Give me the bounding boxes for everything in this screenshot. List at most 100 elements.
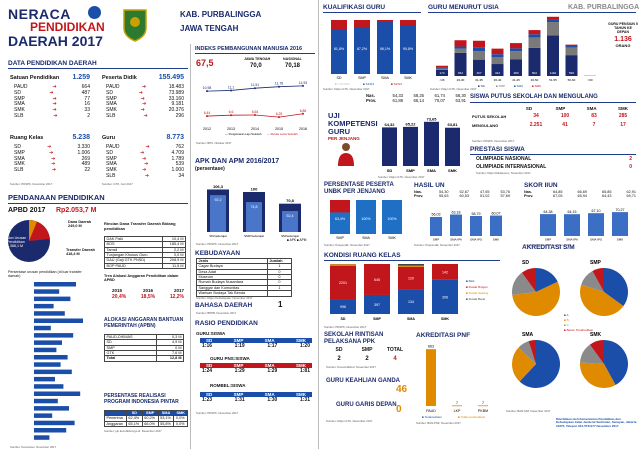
persentase-bars [16,280,86,445]
pensiun-box: GURU PENSIUN 5 TAHUN KE DEPAN 1.136 ORAN… [608,22,638,72]
bar [403,126,418,166]
rasio-guru-label: GURU:SISWA [196,331,226,336]
ipm-jateng-label: JAWA TENGAH [244,57,271,61]
kualifikasi-chart: 81,8% SD 87,2% SMP 96,1% SMA 90,8% SMK ■ <=D3/D4… [323,14,423,86]
tick-label: SMP [358,76,366,80]
bar [34,391,81,396]
bar [612,212,628,236]
divider [8,203,188,205]
legend-label: ■ <=D3/D4 [335,82,350,86]
peserta-block: Peserta Didik 155.495 PAUD ➔ 18.483 SD ➔ 73.9… [102,74,184,120]
akreditasi-pies: SD SMP SMA SMK ■ A ■ B ■ C ■ Belum Terakreditas… [504,252,640,410]
legend-label: ■ C [564,323,570,327]
tick-label: SD [387,168,393,173]
ukg-chart: 64,32 SD 65,22 SMP 73,65 SMA 63,81 SMK [378,106,466,174]
bar-segment [528,30,541,35]
data-label: 663 [428,345,434,349]
iiun-chart: 64,38 SMP 64,15 SMA IPA 67,10 SMA IPS 70,27 SMK [536,200,636,242]
data-point [206,90,208,93]
data-label: 6,44 [204,111,211,115]
ruang-block: Ruang Kelas 5.238 SD ➔ 3.330 SMP ➔ 1.006 SMA ➔… [10,134,90,174]
prestasi-title: PRESTASI SISWA [470,146,525,153]
bar-segment [454,52,467,76]
data-label: 2201 [339,281,347,285]
hasil-un-nasprov: Nas. 54,30 52,67 47,55 53,76 Prov. 55,63 60,53… [414,190,510,199]
peserta-total: 155.495 [158,74,184,81]
tick-label: SMA IPS [590,238,602,242]
list-item: PAUD ➔ 18.483 [106,84,184,91]
bar [34,333,74,338]
bar [450,214,462,236]
ukg-title: UJI KOMPETENSI GURU [328,111,378,136]
legend-label: — Rerata Lama Sekolah [267,132,298,136]
list-item: SMP ➔ 1.006 [14,149,90,156]
data-label: 7 [456,401,458,405]
bar-segment [432,264,458,280]
bar [34,376,55,382]
bar [34,311,65,316]
data-label: 87,2% [357,47,368,51]
bahasa-value: 1 [278,300,283,309]
bar [34,428,67,433]
title-daerah: DAERAH 2017 [8,33,103,49]
bar [34,289,60,294]
legend-label: ■ B [564,318,569,322]
satuan-total: 1.259 [72,74,90,81]
rasio-title: RASIO PENDIDIKAN [195,320,258,327]
tick-label: SMA [407,317,415,321]
footer-note: Diterbitkan oleh Kementerian Pendidikan … [556,417,637,428]
data-label: 6,64 [252,110,259,114]
data-label: 173 [439,71,444,75]
tick-label: SMP [336,236,344,240]
data-label: 662 [458,71,463,75]
satuan-list: PAUD ➔ 664 SD ➔ 487 SMP ➔ 77 SMA ➔ 16 SMK ➔ 33 SLB… [10,84,90,120]
list-item: SMP ➔ 33.160 [106,95,184,102]
putus-title: SISWA PUTUS SEKOLAH DAN MENGULANG [470,94,598,100]
bar [490,215,502,236]
bar-segment [473,47,485,52]
pie-slice [536,268,558,292]
pie-title: SMP [590,260,602,266]
pie-title: SD [522,260,529,266]
data-label: 996 [340,305,346,309]
garis-value: 0 [396,404,402,415]
bar [34,355,68,360]
list-item: SMK ➔ 489 [14,161,90,168]
data-label: 467 [476,71,481,75]
bar [34,384,64,389]
bar-segment [398,266,424,290]
bar-segment [547,35,559,76]
bar [34,318,83,323]
usia-chart: 173 <26 662 26-30 467 31-35 342 36-40 480 41-45 80… [428,14,606,88]
legend-label: ■ SMA [514,84,523,88]
bar-segment [491,57,504,65]
bar-segment [528,37,541,48]
data-label: 63,81 [447,122,458,127]
list-item: SD ➔ 4.709 [106,149,184,156]
table-row: DAU (Gaji GTK PNSD) 208,9 M [103,257,186,264]
legend-label: ■ Rusak Berat [466,297,485,301]
bar [34,325,51,331]
tick-label: 2012 [203,127,211,131]
bar-segment [454,40,467,47]
header: NERACA PENDIDIKAN DAERAH 2017 KAB. PURBA… [0,0,318,58]
bar [34,362,61,367]
bar [356,200,376,234]
data-label: 100% [387,217,397,221]
data-point [278,85,280,88]
data-label: 6,86 [300,109,307,113]
tick-label: SMA IPA [450,238,462,242]
list-item: OLIMPIADE INTERNASIONAL 0 [476,163,632,170]
tick-label: SMA [427,168,436,173]
tick-label: SD [341,317,346,321]
list-item: SLB ➔ 34 [106,172,184,179]
bar [34,347,57,353]
apbd-label: APBD 2017 [8,207,46,214]
tick-label: SMA [362,236,370,240]
bar-segment [528,47,541,76]
data-label: 142 [442,270,448,274]
bar-apm [282,211,298,232]
data-label: 90,8% [403,47,414,51]
bar-segment [330,299,356,314]
ukg-nasprov: Nas. 54,33 58,25 61,74 58,30 Prov. 61,88 66,14… [366,93,466,103]
